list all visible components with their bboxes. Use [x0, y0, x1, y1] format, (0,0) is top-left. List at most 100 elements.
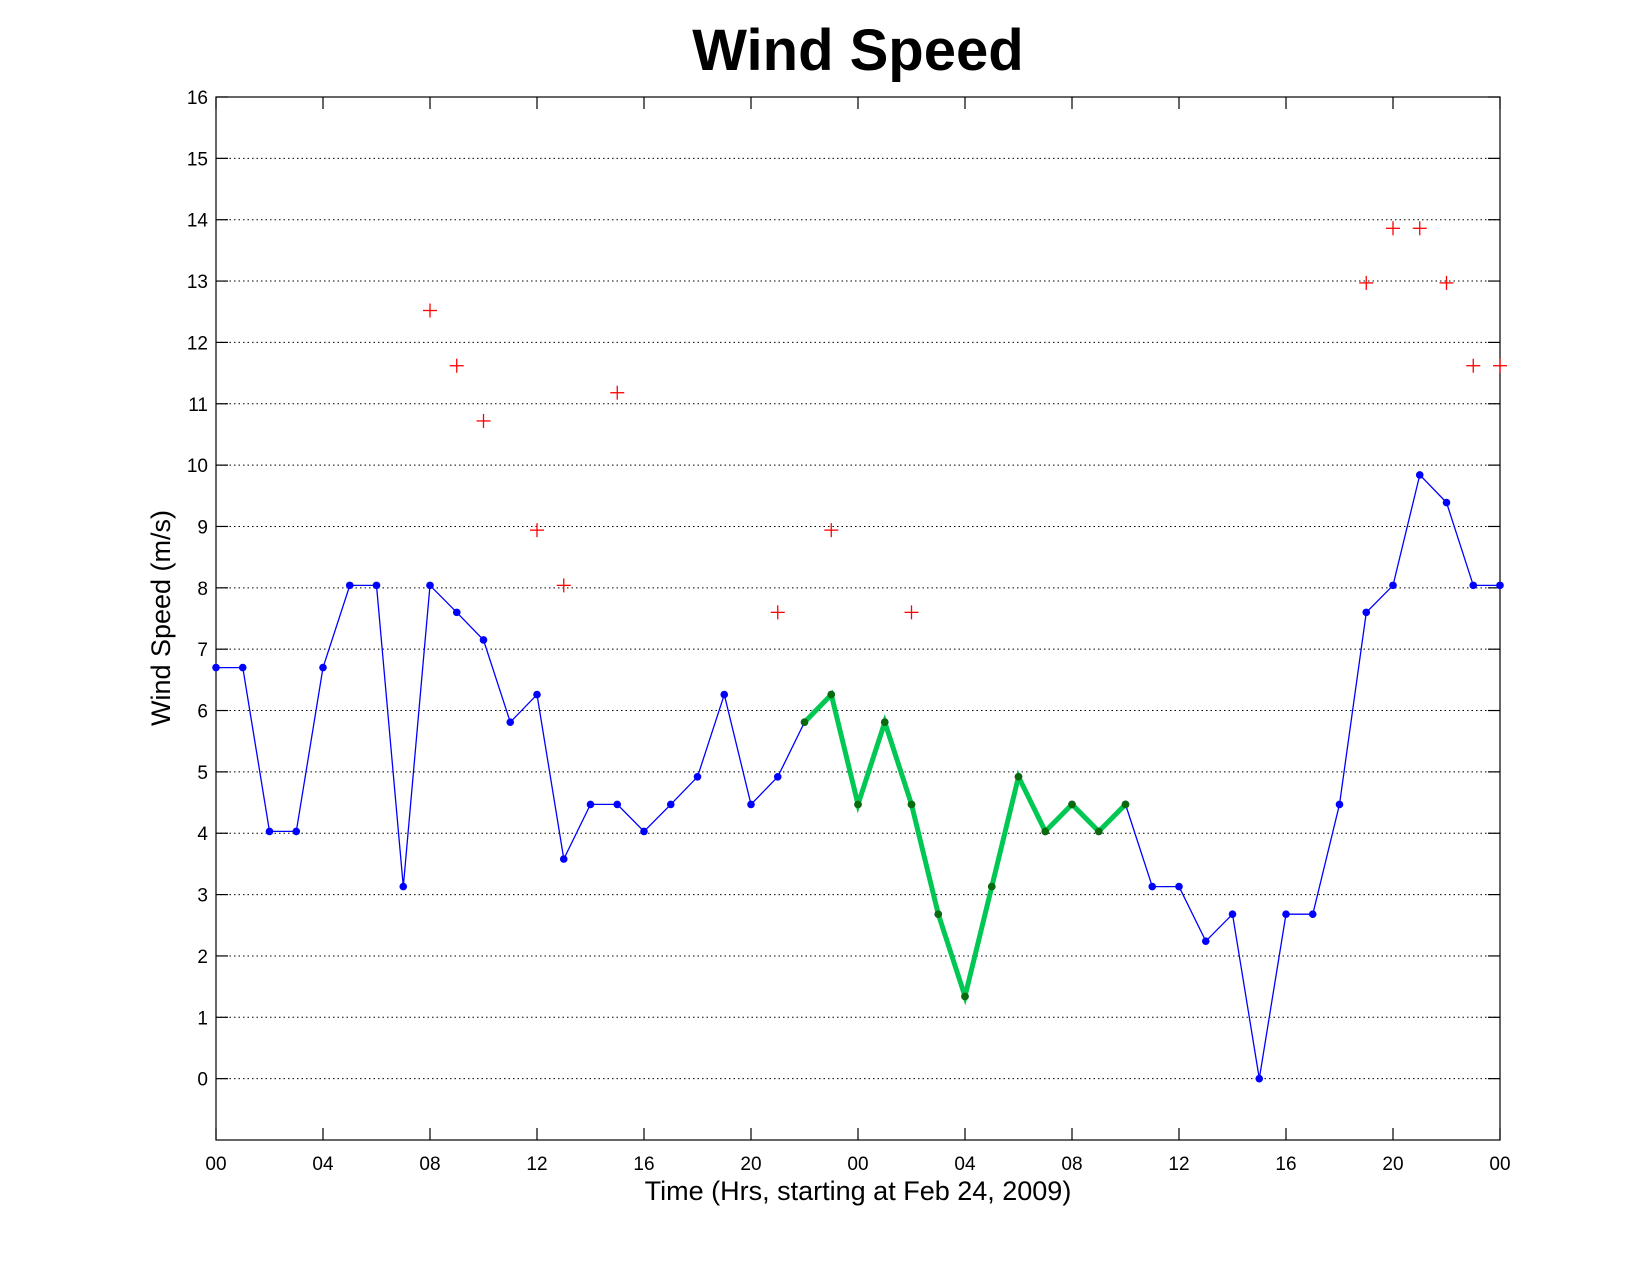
- x-tick-label: 00: [205, 1154, 226, 1175]
- y-tick-label: 6: [197, 702, 208, 723]
- y-tick-label: 4: [197, 824, 208, 845]
- y-tick-label: 3: [197, 886, 208, 907]
- plus-marker: [423, 303, 437, 318]
- data-point: [1068, 800, 1076, 809]
- data-point: [1469, 581, 1478, 590]
- data-point: [1415, 471, 1424, 479]
- data-point: [1228, 910, 1237, 919]
- data-point: [1389, 581, 1397, 590]
- data-point: [613, 800, 622, 809]
- y-tick-label: 14: [187, 211, 209, 232]
- plus-marker: [476, 413, 491, 428]
- data-point: [1442, 498, 1451, 507]
- data-point: [399, 882, 408, 891]
- y-tick-label: 13: [187, 272, 208, 293]
- plus-marker: [1439, 275, 1454, 290]
- x-tick-label: 12: [526, 1154, 547, 1175]
- data-point: [640, 827, 648, 836]
- y-tick-label: 8: [197, 579, 208, 600]
- data-point: [372, 581, 381, 590]
- y-tick-label: 2: [197, 947, 208, 968]
- grid-lines: [216, 157, 1500, 1080]
- data-point: [693, 772, 702, 781]
- data-point: [345, 581, 354, 590]
- data-point: [586, 800, 595, 809]
- x-tick-label: 16: [1275, 1154, 1296, 1175]
- data-point: [559, 855, 568, 863]
- data-point: [1255, 1074, 1264, 1083]
- x-tick-label: 08: [419, 1154, 440, 1175]
- y-tick-label: 10: [187, 456, 208, 477]
- plus-marker: [1493, 358, 1507, 373]
- plus-marker: [449, 358, 464, 373]
- data-point: [800, 718, 809, 726]
- data-point: [827, 690, 836, 699]
- x-tick-label: 20: [740, 1154, 761, 1175]
- data-point: [292, 827, 301, 836]
- plus-marker: [610, 385, 625, 400]
- data-point: [987, 882, 996, 891]
- data-point: [506, 718, 515, 726]
- data-point: [1496, 581, 1504, 590]
- plus-marker: [1412, 221, 1427, 236]
- data-point: [854, 800, 862, 809]
- series-layer: [212, 221, 1507, 1083]
- y-tick-label: 5: [197, 763, 208, 784]
- x-tick-label: 16: [633, 1154, 654, 1175]
- data-point: [212, 663, 220, 672]
- y-tick-label: 12: [187, 333, 208, 354]
- series-line: [216, 473, 1500, 1079]
- data-point: [1201, 937, 1210, 946]
- plus-marker: [1466, 358, 1481, 373]
- series-2: [423, 221, 1507, 620]
- data-point: [452, 608, 461, 617]
- x-axis-label: Time (Hrs, starting at Feb 24, 2009): [645, 1176, 1072, 1206]
- data-point: [747, 800, 755, 809]
- data-point: [1148, 882, 1157, 891]
- plus-marker: [530, 523, 544, 538]
- x-tick-label: 12: [1168, 1154, 1189, 1175]
- data-point: [533, 690, 541, 699]
- y-tick-label: 9: [197, 517, 208, 538]
- data-point: [1308, 910, 1317, 919]
- data-point: [1094, 827, 1103, 836]
- data-point: [1362, 608, 1371, 617]
- data-point: [934, 910, 943, 919]
- data-point: [238, 663, 247, 672]
- x-tick-label: 08: [1061, 1154, 1082, 1175]
- plus-marker: [1386, 221, 1400, 236]
- x-tick-label: 20: [1382, 1154, 1403, 1175]
- x-tick-label: 00: [847, 1154, 868, 1175]
- y-tick-label: 11: [188, 395, 208, 416]
- data-point: [319, 663, 327, 672]
- data-point: [1121, 800, 1130, 809]
- plus-marker: [770, 605, 785, 620]
- data-point: [880, 718, 889, 726]
- x-tick-label: 00: [1489, 1154, 1510, 1175]
- data-point: [479, 636, 488, 644]
- data-point: [265, 827, 274, 836]
- x-tick-label: 04: [312, 1154, 334, 1175]
- y-tick-label: 0: [197, 1070, 208, 1091]
- series-line: [802, 689, 1128, 1006]
- y-tick-label: 15: [187, 149, 208, 170]
- data-point: [1014, 772, 1023, 781]
- plus-marker: [824, 523, 839, 538]
- y-tick-label: 1: [197, 1008, 208, 1029]
- data-point: [426, 581, 434, 590]
- y-axis-label: Wind Speed (m/s): [146, 510, 176, 726]
- chart-title: Wind Speed: [692, 18, 1023, 83]
- data-point: [773, 772, 782, 781]
- plus-marker: [904, 605, 919, 620]
- plus-marker: [1359, 275, 1374, 290]
- data-point: [1335, 800, 1344, 809]
- data-point: [1041, 827, 1050, 836]
- y-tick-label: 7: [197, 640, 208, 661]
- data-point: [720, 690, 729, 699]
- data-point: [1175, 882, 1183, 891]
- data-point: [907, 800, 916, 809]
- data-point: [1282, 910, 1290, 919]
